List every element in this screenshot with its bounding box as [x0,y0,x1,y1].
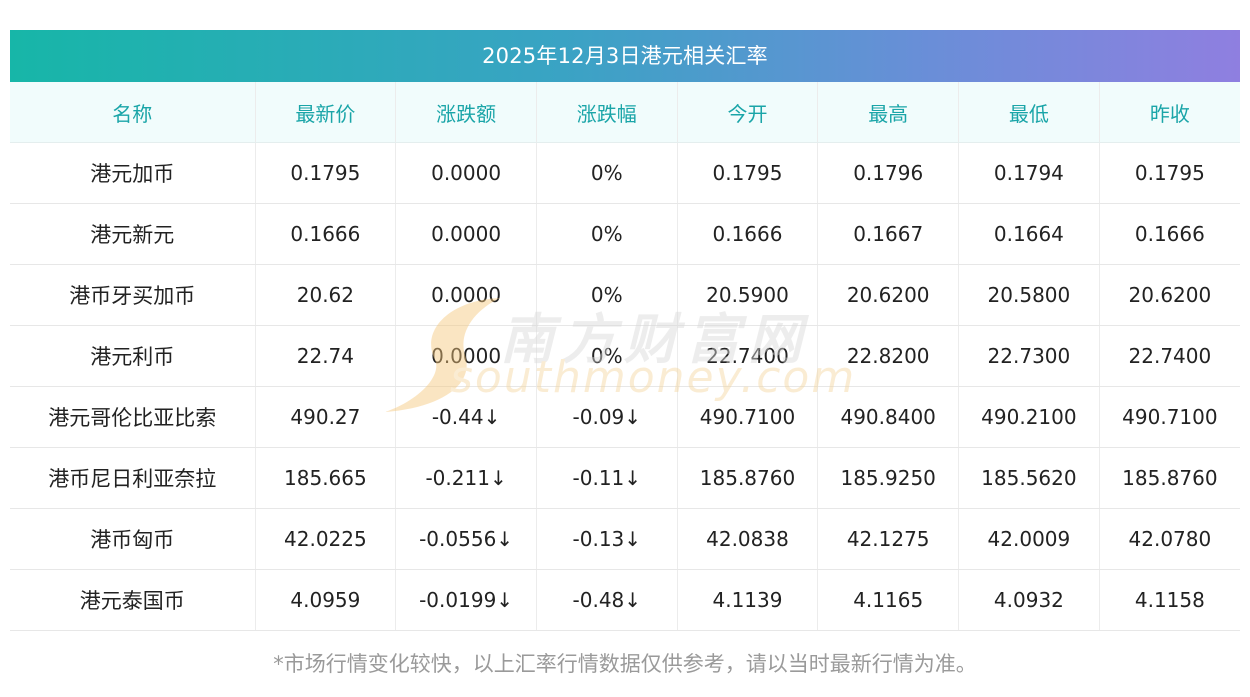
latest-price: 0.1666 [254,203,396,265]
currency-pair-name: 港元新元 [10,203,256,265]
low-price: 22.7300 [958,325,1100,387]
open-price: 0.1666 [676,203,818,265]
change-amount: 0.0000 [395,142,537,204]
open-price: 20.5900 [676,264,818,326]
latest-price: 0.1795 [254,142,396,204]
prev-close-price: 185.8760 [1098,447,1240,509]
prev-close-price: 0.1666 [1098,203,1240,265]
currency-pair-name: 港币尼日利亚奈拉 [10,447,256,509]
change-percent: -0.09↓ [535,386,678,448]
currency-pair-name: 港元泰国币 [10,569,256,631]
column-header-prev-close: 昨收 [1098,82,1240,143]
open-price: 490.7100 [676,386,818,448]
low-price: 0.1794 [958,142,1100,204]
low-price: 0.1664 [958,203,1100,265]
change-amount: 0.0000 [395,325,537,387]
latest-price: 4.0959 [254,569,396,631]
column-header-low: 最低 [958,82,1100,143]
currency-pair-name: 港元哥伦比亚比索 [10,386,256,448]
prev-close-price: 22.7400 [1098,325,1240,387]
change-percent: 0% [535,142,678,204]
change-percent: 0% [535,264,678,326]
table-row: 港元利币 22.74 0.0000 0% 22.7400 22.8200 22.7300 22… [10,325,1240,387]
prev-close-price: 490.7100 [1098,386,1240,448]
open-price: 42.0838 [676,508,818,570]
prev-close-price: 20.6200 [1098,264,1240,326]
latest-price: 20.62 [254,264,396,326]
currency-pair-name: 港币牙买加币 [10,264,256,326]
change-percent: 0% [535,203,678,265]
change-amount: -0.0556↓ [395,508,537,570]
exchange-rate-table: 名称 最新价 涨跌额 涨跌幅 今开 最高 最低 昨收 港元加币 0.1795 0.0… [10,82,1240,631]
table-row: 港元新元 0.1666 0.0000 0% 0.1666 0.1667 0.1664 0.16… [10,203,1240,265]
currency-pair-name: 港元利币 [10,325,256,387]
low-price: 20.5800 [958,264,1100,326]
column-header-high: 最高 [817,82,959,143]
change-percent: -0.13↓ [535,508,678,570]
change-amount: -0.0199↓ [395,569,537,631]
high-price: 0.1796 [817,142,959,204]
open-price: 0.1795 [676,142,818,204]
prev-close-price: 42.0780 [1098,508,1240,570]
low-price: 490.2100 [958,386,1100,448]
column-header-open: 今开 [676,82,818,143]
column-header-latest: 最新价 [254,82,396,143]
change-amount: -0.44↓ [395,386,537,448]
change-amount: 0.0000 [395,264,537,326]
change-amount: -0.211↓ [395,447,537,509]
prev-close-price: 0.1795 [1098,142,1240,204]
open-price: 22.7400 [676,325,818,387]
table-row: 港元泰国币 4.0959 -0.0199↓ -0.48↓ 4.1139 4.1165 4.0… [10,569,1240,631]
change-percent: -0.11↓ [535,447,678,509]
high-price: 4.1165 [817,569,959,631]
open-price: 4.1139 [676,569,818,631]
high-price: 185.9250 [817,447,959,509]
table-row: 港元哥伦比亚比索 490.27 -0.44↓ -0.09↓ 490.7100 490.84… [10,386,1240,448]
high-price: 0.1667 [817,203,959,265]
high-price: 22.8200 [817,325,959,387]
low-price: 4.0932 [958,569,1100,631]
change-percent: 0% [535,325,678,387]
open-price: 185.8760 [676,447,818,509]
column-header-change-pct: 涨跌幅 [535,82,678,143]
table-row: 港币匈币 42.0225 -0.0556↓ -0.13↓ 42.0838 42.1275 4… [10,508,1240,570]
high-price: 490.8400 [817,386,959,448]
table-row: 港币尼日利亚奈拉 185.665 -0.211↓ -0.11↓ 185.8760 185.… [10,447,1240,509]
prev-close-price: 4.1158 [1098,569,1240,631]
change-percent: -0.48↓ [535,569,678,631]
change-amount: 0.0000 [395,203,537,265]
disclaimer-footnote: *市场行情变化较快，以上汇率行情数据仅供参考，请以当时最新行情为准。 [273,652,977,676]
column-header-change: 涨跌额 [395,82,537,143]
latest-price: 22.74 [254,325,396,387]
latest-price: 490.27 [254,386,396,448]
low-price: 42.0009 [958,508,1100,570]
currency-pair-name: 港元加币 [10,142,256,204]
high-price: 42.1275 [817,508,959,570]
table-title: 2025年12月3日港元相关汇率 [10,30,1240,82]
table-header-row: 名称 最新价 涨跌额 涨跌幅 今开 最高 最低 昨收 [10,82,1240,143]
high-price: 20.6200 [817,264,959,326]
column-header-name: 名称 [10,82,256,143]
latest-price: 42.0225 [254,508,396,570]
latest-price: 185.665 [254,447,396,509]
currency-pair-name: 港币匈币 [10,508,256,570]
table-row: 港币牙买加币 20.62 0.0000 0% 20.5900 20.6200 20.5800… [10,264,1240,326]
table-row: 港元加币 0.1795 0.0000 0% 0.1795 0.1796 0.1794 0.17… [10,142,1240,204]
low-price: 185.5620 [958,447,1100,509]
